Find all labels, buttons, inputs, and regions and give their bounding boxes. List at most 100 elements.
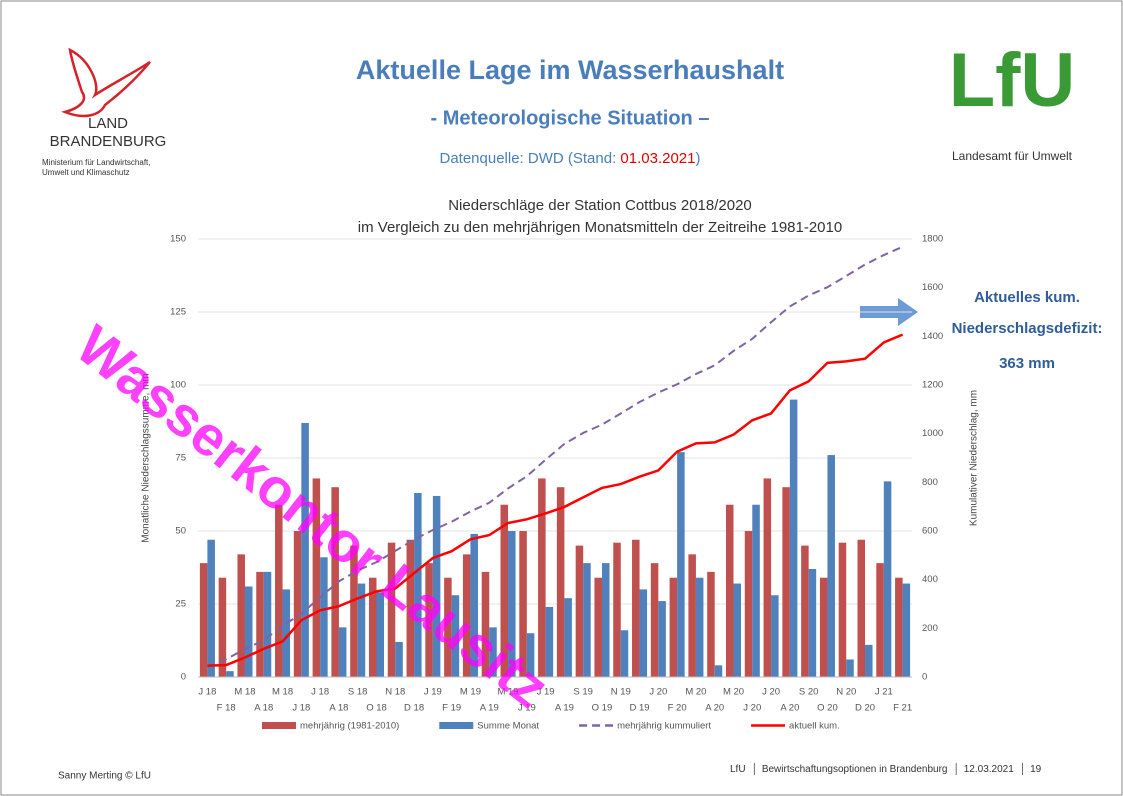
bar [771, 595, 779, 677]
bar [782, 487, 790, 677]
chart-subtitle: im Vergleich zu den mehrjährigen Monatsm… [358, 219, 842, 236]
bar [819, 577, 828, 677]
sep: │ [752, 762, 758, 776]
y-axis-label: Monatliche Niederschlagssumme, mm [141, 373, 152, 543]
bar [707, 571, 715, 677]
bar [519, 531, 527, 677]
bar [733, 583, 742, 677]
footer-page: 19 [1030, 764, 1042, 775]
x-tick-label: N 19 [611, 687, 631, 698]
x-tick-label: J 20 [762, 687, 780, 698]
bar [545, 606, 554, 677]
x-tick-label: N 20 [836, 687, 856, 698]
y2-tick-label: 800 [922, 477, 938, 488]
bar [789, 399, 798, 677]
bar [406, 539, 415, 677]
title: Aktuelle Lage im Wasserhaushalt [356, 55, 784, 85]
bar [883, 481, 892, 677]
bar [237, 554, 245, 677]
bar [293, 531, 302, 677]
legend-label: mehrjährig kummuliert [617, 721, 711, 732]
legend-label: aktuell kum. [789, 721, 840, 732]
legend-label: Summe Monat [477, 721, 539, 732]
y-tick-label: 25 [175, 599, 186, 610]
x-tick-label: M 19 [497, 687, 518, 698]
sep: │ [954, 762, 960, 776]
x-tick-label: J 20 [649, 687, 667, 698]
bar [508, 531, 516, 677]
x-tick-label: J 19 [537, 687, 555, 698]
x-tick-label: J 21 [875, 687, 893, 698]
x-tick-label: A 19 [555, 703, 574, 714]
x-tick-label: D 19 [630, 703, 650, 714]
footer-topic: Bewirtschaftungsoptionen in Brandenburg [762, 764, 948, 775]
y2-tick-label: 1400 [922, 331, 943, 342]
bar [489, 627, 497, 677]
bar [594, 577, 602, 677]
source-text: Datenquelle: DWD (Stand: [440, 150, 621, 167]
x-tick-label: O 19 [592, 703, 613, 714]
x-tick-label: J 18 [198, 687, 216, 698]
y-tick-label: 0 [181, 672, 186, 683]
bar [301, 422, 309, 677]
x-tick-label: S 18 [348, 687, 368, 698]
source-date: 01.03.2021 [620, 150, 695, 167]
x-tick-label: A 20 [780, 703, 799, 714]
x-tick-label: N 18 [385, 687, 405, 698]
line [206, 245, 904, 669]
bar [218, 577, 227, 677]
bar [838, 542, 847, 677]
bar [632, 539, 640, 677]
x-tick-label: M 18 [234, 687, 255, 698]
chart-title: Niederschläge der Station Cottbus 2018/2… [448, 197, 752, 214]
logo-text: LAND [88, 115, 128, 132]
bar [744, 531, 753, 677]
x-tick-label: J 18 [311, 687, 329, 698]
line [207, 333, 904, 667]
subtitle: - Meteorologische Situation – [431, 107, 710, 129]
source-text: ) [696, 150, 701, 167]
bar [725, 504, 734, 677]
x-tick-label: O 18 [366, 703, 387, 714]
y2-tick-label: 400 [922, 574, 938, 585]
bar [677, 452, 685, 677]
x-tick-label: J 19 [518, 703, 536, 714]
annotation: 363 mm [999, 355, 1055, 372]
bar [338, 627, 347, 677]
lfu-logo: LfU [949, 38, 1076, 123]
bar [714, 665, 723, 677]
footer-author: Sanny Merting © LfU [58, 771, 151, 782]
y-tick-label: 150 [170, 234, 186, 245]
bar [650, 563, 659, 677]
bar [827, 455, 835, 677]
bar [876, 563, 884, 677]
bar [444, 577, 452, 677]
x-tick-label: S 19 [573, 687, 593, 698]
x-tick-label: F 19 [442, 703, 461, 714]
y-tick-label: 125 [170, 307, 186, 318]
bar [538, 478, 546, 677]
y-tick-label: 50 [175, 526, 186, 537]
x-tick-label: A 19 [480, 703, 499, 714]
x-tick-label: J 18 [292, 703, 310, 714]
y2-tick-label: 1800 [922, 234, 943, 245]
logo-text: Ministerium für Landwirtschaft, [42, 158, 150, 167]
bar [376, 592, 385, 677]
y2-tick-label: 600 [922, 526, 938, 537]
bar [395, 641, 403, 677]
sep: │ [1020, 762, 1026, 776]
x-tick-label: A 18 [329, 703, 348, 714]
x-tick-label: A 18 [254, 703, 273, 714]
bar [575, 545, 584, 677]
bar [688, 554, 696, 677]
x-tick-label: M 20 [685, 687, 706, 698]
bar [275, 504, 283, 677]
y2-tick-label: 1000 [922, 428, 943, 439]
bar [256, 571, 264, 677]
y2-tick-label: 200 [922, 623, 938, 634]
bar [263, 571, 272, 677]
bar [895, 577, 903, 677]
bar [244, 586, 253, 677]
x-tick-label: J 20 [743, 703, 761, 714]
